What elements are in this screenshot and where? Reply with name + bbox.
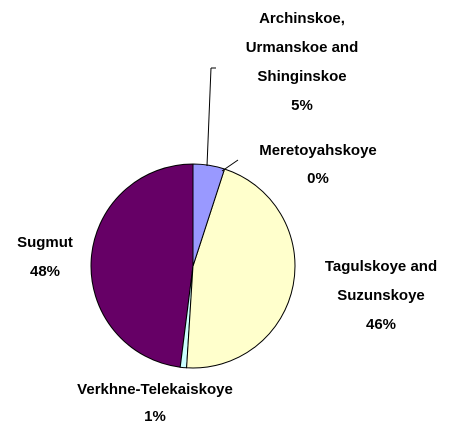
slice-label: Sugmut 48% <box>0 228 90 286</box>
leader-line <box>221 159 239 172</box>
label-value: 1% <box>144 408 166 423</box>
label-value: 46% <box>365 316 397 333</box>
leader-line <box>206 67 212 167</box>
label-name: Sugmut <box>17 234 73 251</box>
slice-label: Meretoyahskoye 0% <box>238 137 398 193</box>
pie-slice <box>186 168 296 369</box>
slice-label: Verkhne-Telekaiskoye 1% <box>50 376 260 423</box>
label-value: 48% <box>29 263 61 280</box>
pie-slice <box>90 163 194 368</box>
slice-label: Tagulskoye and Suzunskoye 46% <box>304 252 458 339</box>
label-name: Meretoyahskoye <box>259 142 377 159</box>
label-name: Tagulskoye and Suzunskoye <box>324 258 438 304</box>
label-name: Archinskoe, Urmanskoe and Shinginskoe <box>245 10 359 85</box>
slice-label: Archinskoe, Urmanskoe and Shinginskoe 5% <box>237 4 367 120</box>
label-name: Verkhne-Telekaiskoye <box>77 381 233 398</box>
label-value: 5% <box>291 97 313 114</box>
label-value: 0% <box>307 170 329 187</box>
